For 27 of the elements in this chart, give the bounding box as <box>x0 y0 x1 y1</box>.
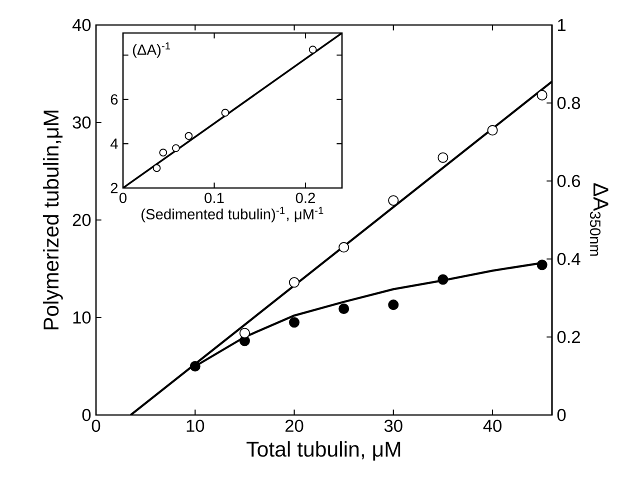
y-tick-label: 4 <box>110 138 118 149</box>
x-tick-label: 0.1 <box>204 192 224 204</box>
y-tick-label: 20 <box>72 214 91 226</box>
y-tick-label: 10 <box>73 311 91 324</box>
y-tick-label: 30 <box>72 116 91 129</box>
y2-axis-title: ΔA$_{350nm}$ <box>590 183 608 256</box>
y-tick-label: 0 <box>82 408 91 422</box>
y2-tick-label: 0.6 <box>557 174 580 188</box>
y2-tick-label: 0.2 <box>557 330 580 344</box>
x-tick-label: 30 <box>384 420 402 432</box>
x-tick-label: 0 <box>92 420 100 432</box>
y-axis-title: (ΔA)$^{-1}$ <box>132 42 170 58</box>
y2-tick-label: 0.4 <box>557 252 580 266</box>
x-axis-title: Total tubulin, μM <box>246 441 400 461</box>
y-tick-label: 40 <box>72 18 91 32</box>
y2-tick-label: 1 <box>558 19 566 31</box>
x-tick-label: 0 <box>119 192 126 204</box>
y-axis-title: Polymerized tubulin,μM <box>42 110 63 330</box>
y2-tick-label: 0.8 <box>557 96 580 110</box>
x-tick-label: 40 <box>483 420 502 432</box>
y-tick-label: 2 <box>110 182 118 194</box>
x-tick-label: 20 <box>286 420 304 432</box>
x-tick-label: 0.2 <box>296 192 315 204</box>
x-axis-title: (Sedimented tubulin)$^{-1}$, μM$^{-1}$ <box>142 206 324 222</box>
y2-tick-label: 0 <box>557 408 566 422</box>
x-tick-label: 10 <box>186 420 204 432</box>
y-tick-label: 6 <box>110 94 118 105</box>
